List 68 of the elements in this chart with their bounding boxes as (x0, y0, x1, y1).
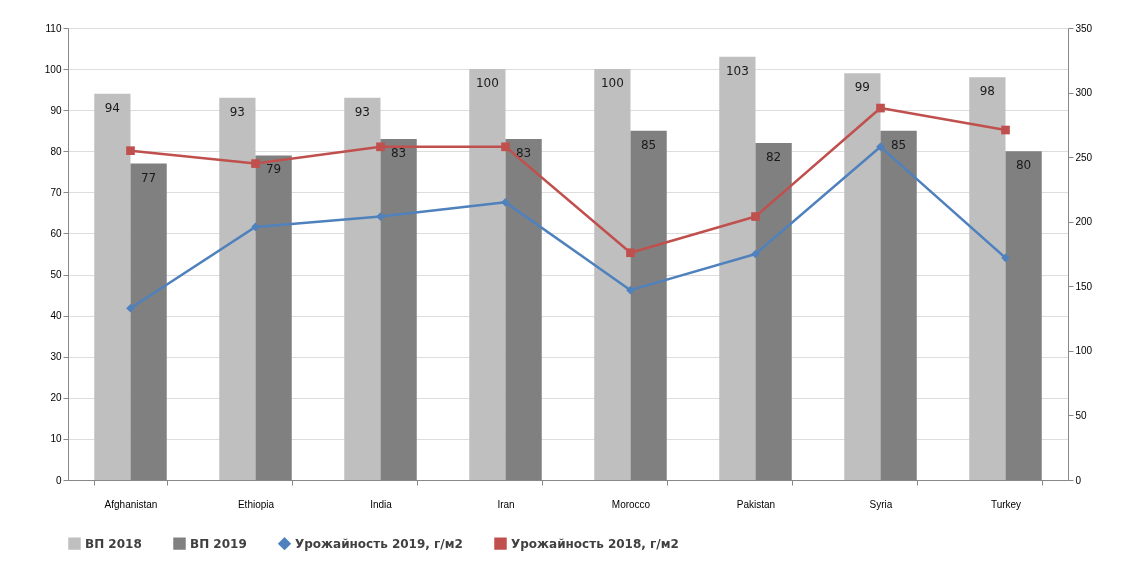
legend-label: Урожайность 2018, г/м2 (511, 536, 679, 551)
bar (719, 56, 756, 480)
point (626, 248, 635, 258)
legend-label: Урожайность 2019, г/м2 (295, 536, 463, 551)
bar (594, 69, 631, 480)
x-tick-label: Iran (497, 498, 515, 510)
y2-tick-label: 150 (1075, 280, 1093, 292)
point (376, 212, 385, 221)
y2-tick-label: 0 (1075, 474, 1082, 486)
y-tick-label: 50 (50, 269, 62, 281)
point (126, 303, 135, 313)
data-label: 100 (600, 76, 624, 91)
legend-label: ВП 2019 (190, 536, 247, 551)
bar (844, 73, 881, 480)
y-tick-label: 60 (50, 227, 62, 239)
y2-tick-label: 200 (1075, 216, 1093, 228)
y2-tick-label: 50 (1075, 409, 1088, 421)
x-tick-label: Pakistan (736, 498, 776, 510)
data-label: 80 (1015, 158, 1032, 173)
data-label: 93 (354, 104, 371, 119)
x-tick-label: India (370, 498, 393, 510)
data-label: 77 (140, 170, 157, 185)
point (876, 103, 885, 113)
data-label: 85 (640, 137, 657, 152)
x-tick-label: Syria (869, 498, 893, 510)
y2-tick-label: 300 (1075, 87, 1093, 99)
bar (969, 77, 1006, 480)
data-label: 83 (390, 145, 407, 160)
bar (219, 97, 256, 480)
point (376, 142, 385, 152)
bar (344, 97, 381, 480)
y-tick-label: 0 (55, 474, 62, 486)
y-tick-label: 20 (50, 392, 62, 404)
data-label: 93 (229, 104, 246, 119)
y-tick-label: 30 (50, 351, 62, 363)
point (1001, 125, 1010, 135)
point (501, 142, 510, 152)
y2-tick-label: 350 (1075, 22, 1093, 34)
data-label: 103 (725, 63, 749, 78)
y-tick-label: 90 (50, 104, 62, 116)
point (126, 146, 135, 156)
data-label: 82 (765, 150, 782, 165)
y2-tick-label: 250 (1075, 151, 1093, 163)
y-tick-label: 10 (50, 433, 62, 445)
y-tick-label: 100 (44, 63, 62, 75)
y-tick-label: 40 (50, 310, 62, 322)
y-tick-label: 80 (50, 145, 62, 157)
x-tick-label: Afghanistan (104, 498, 158, 510)
point (501, 198, 510, 207)
bar (94, 93, 131, 480)
point (751, 212, 760, 221)
data-label: 100 (475, 76, 499, 91)
y-tick-label: 70 (50, 186, 62, 198)
data-label: 83 (515, 145, 532, 160)
y2-tick-label: 100 (1075, 345, 1093, 357)
data-label: 94 (104, 100, 121, 115)
legend-label: ВП 2018 (85, 536, 142, 551)
y-tick-label: 110 (45, 22, 62, 34)
data-label: 98 (979, 84, 996, 99)
x-tick-label: Ethiopia (237, 498, 275, 510)
point (876, 142, 885, 152)
x-tick-label: Morocco (611, 498, 651, 510)
data-label: 85 (890, 137, 907, 152)
data-label: 99 (854, 80, 871, 95)
x-tick-label: Turkey (990, 498, 1022, 510)
bar (469, 69, 506, 480)
point (251, 159, 260, 168)
data-label: 79 (265, 162, 282, 177)
